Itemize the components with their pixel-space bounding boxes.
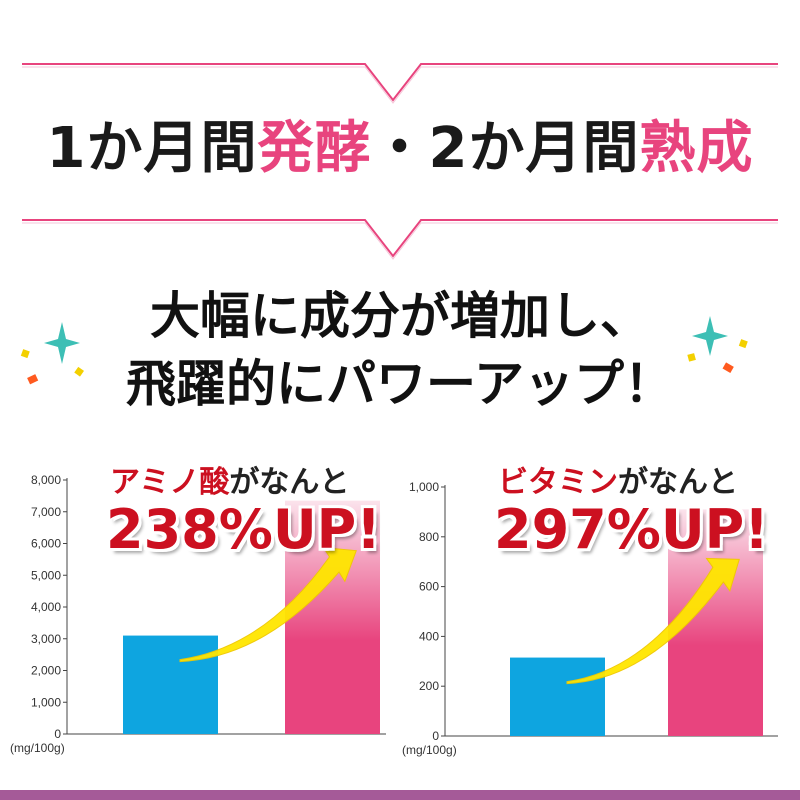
chart-note-big-vitamin: 297%UP!	[494, 498, 769, 561]
confetti-icon	[74, 366, 84, 377]
arrow-icon	[179, 546, 357, 663]
bar-before	[123, 635, 218, 734]
headline: 1か月間発酵・2か月間熟成	[0, 114, 800, 184]
note-rest-amino: がなんと	[229, 465, 350, 500]
bottom-chevron-shadow	[22, 222, 778, 260]
confetti-icon	[722, 362, 734, 373]
confetti-icon	[20, 349, 30, 359]
chart-note-vitamin: ビタミンがなんと	[498, 466, 738, 500]
subhead-line-1: 大幅に成分が増加し、	[150, 286, 650, 345]
confetti-icon	[27, 374, 39, 385]
bar-after	[285, 500, 380, 734]
chart-amino-acid: 0 1,000 2,000 3,000 4,000 5,000 6,000 7,000 8,00…	[10, 466, 390, 760]
y-tick-label: 0	[432, 729, 439, 743]
chart-vitamin: 0 200 400 600 800 1,000 (mg/100g) ビタミンがなんと 297…	[402, 466, 782, 760]
chart-note-amino: アミノ酸がなんと	[110, 466, 349, 500]
chart-note-big-amino: 238%UP!	[106, 498, 381, 561]
note-highlight-vitamin: ビタミン	[498, 465, 618, 500]
unit-label: (mg/100g)	[10, 741, 65, 755]
headline-part-2: 発酵	[257, 116, 372, 181]
headline-part-3: ・2か月間	[371, 116, 640, 181]
y-tick-label: 400	[419, 629, 439, 643]
y-tick-label: 8,000	[31, 473, 61, 487]
y-tick-label: 2,000	[31, 664, 61, 678]
bottom-bar	[0, 790, 800, 800]
y-tick-label: 4,000	[31, 600, 61, 614]
bottom-chevron-line	[22, 219, 778, 258]
headline-part-4: 熟成	[639, 116, 754, 181]
note-rest-vitamin: がなんと	[618, 465, 738, 500]
bar-before	[510, 657, 605, 736]
note-highlight-amino: アミノ酸	[110, 465, 230, 500]
sparkle-icon	[692, 316, 728, 356]
y-tick-label: 600	[419, 580, 439, 594]
subhead-line-2: 飛躍的にパワーアップ！	[126, 354, 674, 413]
confetti-icon	[687, 353, 696, 362]
top-chevron-line	[22, 63, 778, 102]
y-tick-label: 0	[54, 727, 61, 741]
y-tick-label: 200	[419, 679, 439, 693]
y-tick-label: 6,000	[31, 537, 61, 551]
y-tick-label: 5,000	[31, 568, 61, 582]
headline-part-1: 1か月間	[46, 116, 258, 181]
sparkle-icon	[44, 322, 80, 364]
arrow-icon	[566, 557, 740, 685]
y-tick-label: 800	[419, 530, 439, 544]
y-tick-label: 3,000	[31, 632, 61, 646]
sparkle-decoration-left	[20, 322, 84, 385]
header-frame	[22, 63, 778, 260]
top-chevron-shadow	[22, 66, 778, 104]
y-tick-label: 1,000	[409, 480, 439, 494]
bar-chart-amino-acid: 0 1,000 2,000 3,000 4,000 5,000 6,000 7,000 8,00…	[10, 473, 386, 755]
bar-chart-vitamin: 0 200 400 600 800 1,000 (mg/100g)	[402, 480, 778, 757]
sparkle-decoration-right	[687, 316, 748, 373]
y-tick-label: 1,000	[31, 695, 61, 709]
unit-label: (mg/100g)	[402, 743, 457, 757]
y-tick-label: 7,000	[31, 505, 61, 519]
confetti-icon	[738, 339, 748, 349]
